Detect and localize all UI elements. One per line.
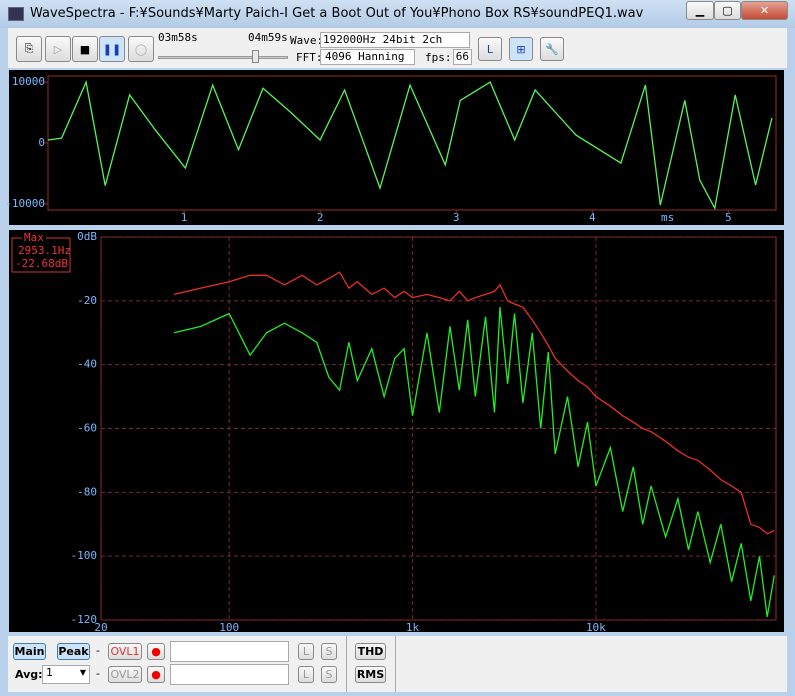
- ovl2-record[interactable]: ●: [147, 666, 165, 683]
- record-button[interactable]: ◯: [128, 36, 154, 62]
- minimize-button[interactable]: ▁: [686, 1, 714, 20]
- avg-label: Avg:: [15, 668, 43, 681]
- x-tick-label: 2: [317, 211, 324, 224]
- main-button[interactable]: Main: [13, 643, 46, 660]
- y-tick-label: -40: [77, 358, 97, 371]
- y-tick-label: -100: [71, 549, 98, 562]
- close-button[interactable]: ✕: [741, 1, 788, 20]
- avg-value: 1: [46, 666, 53, 679]
- divider: [346, 636, 347, 692]
- wave-label: Wave:: [290, 34, 324, 47]
- ovl1-field[interactable]: [170, 641, 289, 662]
- ovl1-s-button[interactable]: S: [321, 643, 337, 660]
- series-line: [47, 79, 773, 211]
- wave-x-unit: ms: [661, 211, 674, 224]
- control-bar: Main Peak - OVL1 ● L S THD Avg: 1 ▼ - OVL…: [8, 636, 787, 692]
- x-tick-label: 1: [181, 211, 188, 224]
- legend-level: -22.68dB: [15, 257, 68, 270]
- y-tick-label: -10000: [5, 197, 45, 210]
- avg-select[interactable]: 1 ▼: [42, 665, 90, 684]
- x-tick-label: 1k: [406, 621, 420, 634]
- settings-button[interactable]: 🔧: [540, 37, 564, 61]
- separator: -: [96, 644, 100, 657]
- ovl2-field[interactable]: [170, 664, 289, 685]
- legend-title: Max: [24, 231, 44, 244]
- ovl2-s-button[interactable]: S: [321, 666, 337, 683]
- x-tick-label: 5: [725, 211, 732, 224]
- ovl2-button[interactable]: OVL2: [108, 666, 142, 683]
- series-line: [173, 307, 775, 617]
- x-tick-label: 20: [94, 621, 107, 634]
- open-button[interactable]: ⎘: [16, 36, 42, 62]
- wave-panel: [9, 70, 784, 225]
- thd-button[interactable]: THD: [355, 643, 386, 660]
- y-tick-label: 0: [38, 136, 45, 149]
- ovl2-l-button[interactable]: L: [298, 666, 314, 683]
- fft-field: 4096 Hanning: [320, 49, 415, 65]
- seek-thumb[interactable]: [252, 50, 259, 63]
- wave-field: 192000Hz 24bit 2ch: [320, 32, 470, 48]
- x-tick-label: 10k: [586, 621, 606, 634]
- channel-button[interactable]: L: [478, 37, 502, 61]
- fps-label: fps:: [425, 51, 452, 64]
- fps-field: 66: [453, 49, 472, 65]
- separator: -: [96, 667, 100, 680]
- legend-frequency: 2953.1Hz: [18, 244, 71, 257]
- ovl1-button[interactable]: OVL1: [108, 643, 142, 660]
- y-tick-label: -60: [77, 422, 97, 435]
- ovl1-l-button[interactable]: L: [298, 643, 314, 660]
- scale-button[interactable]: ⊞: [509, 37, 533, 61]
- position-time: 03m58s: [158, 31, 198, 44]
- rms-button[interactable]: RMS: [355, 666, 386, 683]
- toolbar: ⎘ ▷ ■ ❚❚ ◯ 03m58s 04m59s Wave: 192000Hz …: [8, 28, 787, 68]
- app-icon: [8, 7, 24, 21]
- y-tick-label: -80: [77, 485, 97, 498]
- y-tick-label: 10000: [12, 75, 45, 88]
- seek-track: [158, 56, 288, 59]
- x-tick-label: 100: [219, 621, 239, 634]
- divider: [395, 636, 396, 692]
- fft-label: FFT:: [296, 51, 323, 64]
- title-bar: WaveSpectra - F:¥Sounds¥Marty Paich-I Ge…: [0, 0, 795, 28]
- series-line: [173, 271, 775, 535]
- x-tick-label: 4: [589, 211, 596, 224]
- ovl1-record[interactable]: ●: [147, 643, 165, 660]
- maximize-button[interactable]: ▢: [714, 1, 741, 20]
- peak-button[interactable]: Peak: [57, 643, 90, 660]
- x-tick-label: 3: [453, 211, 460, 224]
- play-button[interactable]: ▷: [45, 36, 71, 62]
- spectrum-panel: [9, 230, 784, 632]
- y-tick-label: 0dB: [77, 230, 97, 243]
- pause-button[interactable]: ❚❚: [99, 36, 125, 62]
- legend-title-bg: [22, 232, 46, 242]
- length-time: 04m59s: [248, 31, 288, 44]
- y-tick-label: -120: [71, 613, 98, 626]
- stop-button[interactable]: ■: [72, 36, 98, 62]
- window-title: WaveSpectra - F:¥Sounds¥Marty Paich-I Ge…: [30, 6, 644, 21]
- y-tick-label: -20: [77, 294, 97, 307]
